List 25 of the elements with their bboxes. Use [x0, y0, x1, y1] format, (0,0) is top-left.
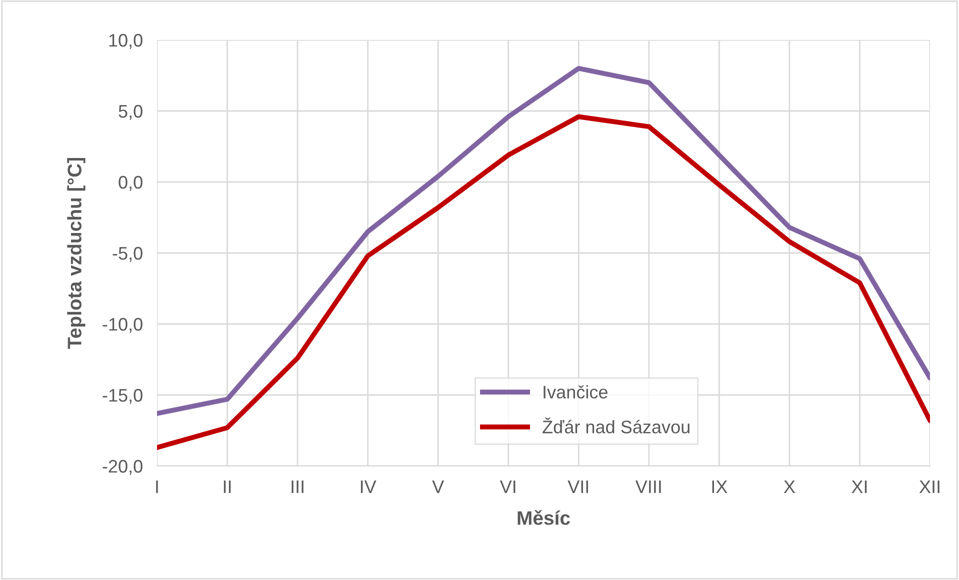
- x-tick-label: VIII: [635, 480, 661, 493]
- y-tick-label: -20,0: [102, 460, 142, 475]
- x-tick-label: VI: [500, 480, 516, 493]
- y-axis-title: Teplota vzduchu [°C]: [67, 158, 86, 349]
- x-tick-label: III: [292, 480, 304, 493]
- y-tick-label: 0,0: [118, 176, 142, 191]
- x-tick-label: XI: [852, 480, 867, 493]
- x-tick-label: VII: [568, 480, 588, 493]
- x-tick-label: IX: [712, 480, 728, 493]
- y-tick-label: -5,0: [112, 246, 142, 262]
- y-tick-label: 10,0: [109, 34, 142, 49]
- y-tick-label: -15,0: [102, 388, 142, 404]
- legend-label: Žďár nad Sázavou: [542, 417, 690, 434]
- x-axis-title: Měsíc: [518, 510, 570, 525]
- legend-label: Ivančice: [544, 385, 608, 399]
- line-series: [157, 114, 930, 450]
- x-tick-label: XII: [919, 480, 940, 493]
- y-tick-label: -10,0: [102, 318, 142, 333]
- line-series: [157, 66, 930, 416]
- x-tick-label: IV: [360, 480, 376, 493]
- x-tick-label: I: [156, 480, 158, 493]
- y-tick-label: 5,0: [118, 104, 142, 120]
- x-tick-label: II: [224, 480, 231, 493]
- x-tick-label: X: [784, 480, 796, 493]
- x-tick-label: V: [432, 480, 444, 493]
